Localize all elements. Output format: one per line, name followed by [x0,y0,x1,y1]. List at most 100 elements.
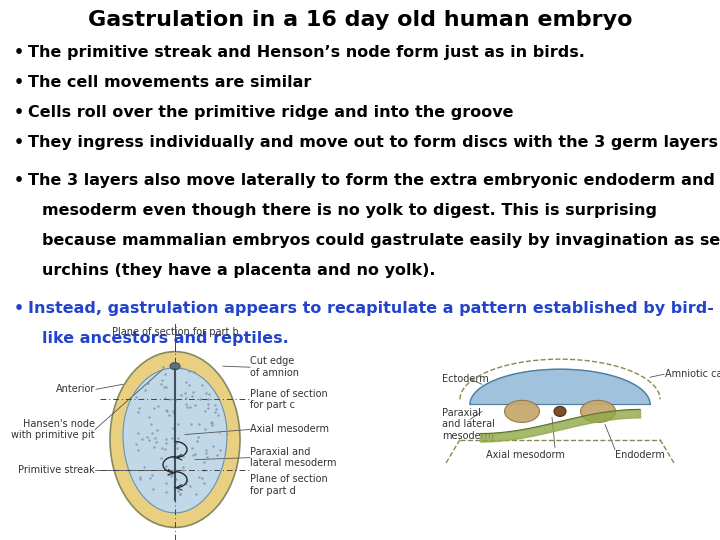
Point [167,453,179,461]
Point [170,474,181,483]
Point [202,404,214,413]
Point [184,482,196,490]
Point [184,381,195,389]
Point [159,369,171,378]
Point [184,367,195,375]
Point [181,402,193,411]
Text: Paraxial and
lateral mesoderm: Paraxial and lateral mesoderm [250,447,336,468]
Point [162,470,174,478]
Point [172,487,184,496]
Point [145,474,156,483]
Point [191,436,202,445]
Point [141,379,153,387]
Text: Endoderm: Endoderm [615,450,665,460]
Point [143,436,154,444]
Text: The cell movements are similar: The cell movements are similar [28,75,311,90]
Text: •: • [14,75,24,90]
Point [176,390,187,399]
Point [198,458,210,467]
Point [174,490,186,498]
Point [177,465,189,474]
Text: Axial mesodorm: Axial mesodorm [485,450,564,460]
Text: Hansen's node
with primitive pit: Hansen's node with primitive pit [12,418,95,440]
Point [150,437,162,446]
Point [184,403,196,411]
Point [161,407,173,416]
Point [156,376,168,384]
Point [175,364,186,373]
Point [207,421,218,430]
Text: •: • [14,173,24,188]
Point [207,441,219,450]
Point [194,395,206,403]
Point [146,470,158,479]
Point [140,385,151,394]
Point [174,489,186,498]
Ellipse shape [170,363,180,370]
Point [212,411,224,420]
Point [158,363,169,372]
Point [163,410,175,419]
Text: mesoderm even though there is no yolk to digest. This is surprising: mesoderm even though there is no yolk to… [42,203,657,218]
Point [196,381,207,389]
Point [203,389,215,398]
Point [149,434,161,443]
Point [181,480,192,489]
Text: because mammalian embryos could gastrulate easily by invagination as sea: because mammalian embryos could gastrula… [42,233,720,248]
Point [171,443,183,452]
Point [166,470,178,478]
Point [178,463,189,471]
Ellipse shape [110,352,240,528]
Point [186,451,198,460]
Point [160,444,171,453]
Text: Primitive streak: Primitive streak [18,465,95,475]
Text: Gastrulation in a 16 day old human embryo: Gastrulation in a 16 day old human embry… [88,10,632,30]
Point [180,394,192,402]
Point [198,479,210,488]
Point [160,462,171,470]
Point [172,420,184,429]
Point [161,439,172,448]
Ellipse shape [554,407,566,416]
Text: Plane of section
for part c: Plane of section for part c [250,389,328,410]
Text: Axial mesoderm: Axial mesoderm [250,424,329,435]
Point [209,400,220,409]
Point [200,449,212,457]
Point [200,389,212,397]
Point [134,475,145,483]
Point [200,446,212,454]
Point [192,433,204,442]
Point [143,413,155,421]
Point [132,429,143,437]
Point [165,395,176,404]
Point [147,485,158,494]
Point [141,433,153,441]
Point [150,426,162,434]
Point [160,406,171,414]
Text: Plane of section for part b: Plane of section for part b [112,327,238,337]
Point [202,453,213,462]
Point [169,395,181,404]
Point [177,451,189,460]
Point [167,424,179,433]
Point [146,429,158,437]
Point [212,450,223,459]
Text: urchins (they have a placenta and no yolk).: urchins (they have a placenta and no yol… [42,263,436,278]
Point [188,368,199,376]
Point [202,399,214,408]
Point [132,446,144,454]
Point [156,454,167,462]
Point [157,444,168,453]
Point [186,392,198,401]
Point [214,428,225,436]
Point [186,420,197,428]
Text: Anterior: Anterior [55,384,95,394]
Point [186,388,198,396]
Point [215,445,226,454]
Text: The primitive streak and Henson’s node form just as in birds.: The primitive streak and Henson’s node f… [28,45,585,60]
Text: •: • [14,105,24,120]
Point [145,420,157,429]
Point [156,379,167,388]
Point [199,407,211,416]
Text: They ingress individually and move out to form discs with the 3 germ layers: They ingress individually and move out t… [28,135,718,150]
